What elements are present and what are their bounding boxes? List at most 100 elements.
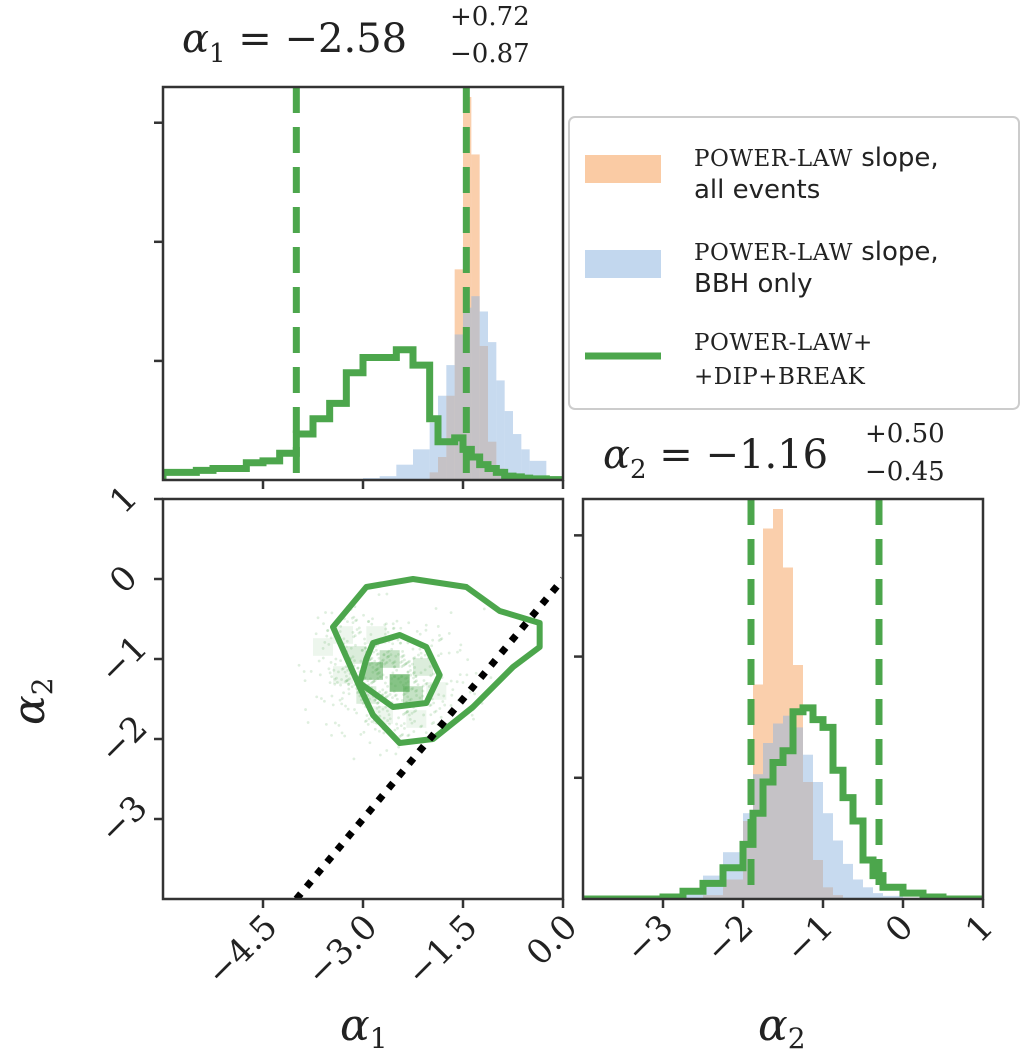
alpha2-xtick-label-2: −1: [778, 907, 842, 971]
joint-sample-point: [407, 621, 411, 625]
joint-sample-point: [409, 673, 413, 677]
joint-sample-point: [402, 653, 406, 657]
joint-sample-point: [340, 667, 344, 671]
joint-density-cell-4: [346, 646, 367, 664]
joint-sample-point: [387, 654, 391, 658]
joint-sample-point: [356, 666, 360, 670]
joint-sample-point: [418, 696, 422, 700]
joint-sample-point: [345, 674, 348, 678]
joint-sample-point: [372, 650, 376, 654]
joint-sample-point: [422, 713, 426, 717]
joint-sample-point: [403, 726, 406, 730]
joint-sample-point: [381, 707, 385, 711]
joint-sample-point: [482, 607, 486, 611]
joint-sample-point: [447, 632, 451, 635]
joint-sample-point: [333, 662, 337, 666]
joint-sample-point: [383, 662, 386, 666]
joint-sample-point: [391, 627, 395, 630]
joint-sample-point: [317, 659, 321, 663]
joint-density-cell-6: [413, 658, 433, 676]
joint-sample-point: [433, 710, 436, 714]
joint-sample-point: [439, 652, 443, 656]
joint-sample-point: [402, 693, 406, 697]
joint-sample-point: [366, 620, 370, 624]
joint-sample-point: [391, 642, 395, 646]
joint-sample-point: [382, 731, 386, 735]
joint-sample-point: [408, 698, 412, 702]
joint-contour-inner: [356, 632, 443, 710]
joint-sample-point: [465, 673, 469, 677]
alpha1-hist-bar-blue-26: [513, 434, 522, 480]
joint-sample-point: [411, 671, 415, 675]
joint-sample-point: [384, 627, 388, 631]
joint-sample-point: [428, 665, 432, 668]
joint-sample-point: [366, 679, 370, 683]
joint-sample-point: [420, 656, 423, 660]
legend-entry-2-line-1: POWER-LAW slope,: [694, 237, 939, 267]
joint-sample-point: [406, 660, 410, 664]
joint-sample-point: [401, 650, 404, 653]
joint-sample-point: [421, 689, 425, 693]
joint-sample-point: [410, 687, 414, 691]
alpha2-hist-bar-orange-11: [773, 509, 783, 899]
joint-sample-point: [392, 665, 396, 669]
joint-sample-point: [359, 659, 363, 663]
legend-entry-1-line-2: all events: [694, 175, 820, 205]
alpha2-hist-bar-blue-9: [753, 774, 763, 899]
joint-sample-point: [370, 622, 374, 626]
joint-sample-point: [421, 694, 425, 698]
joint-sample-point: [436, 625, 440, 628]
joint-sample-point: [406, 670, 410, 674]
joint-sample-point: [328, 681, 332, 685]
alpha1-hist-bar-blue-13: [379, 476, 397, 480]
joint-sample-point: [372, 679, 376, 683]
joint-sample-point: [373, 727, 377, 731]
joint-sample-point: [387, 649, 391, 653]
alpha1-hist-bar-blue-25: [504, 411, 513, 480]
joint-sample-point: [385, 592, 389, 596]
joint-sample-point: [424, 623, 428, 627]
joint-sample-point: [304, 708, 307, 711]
joint-sample-point: [367, 619, 371, 623]
joint-sample-point: [373, 659, 377, 663]
joint-sample-point: [400, 733, 403, 737]
joint-sample-point: [359, 698, 363, 702]
alpha1-hist-bar-blue-22: [479, 311, 488, 480]
joint-sample-point: [405, 710, 409, 714]
joint-sample-point: [356, 666, 360, 670]
joint-sample-point: [356, 691, 359, 695]
joint-sample-point: [420, 724, 424, 728]
joint-sample-point: [344, 680, 347, 684]
joint-sample-point: [359, 630, 362, 634]
joint-sample-point: [413, 719, 416, 723]
joint-sample-point: [339, 659, 342, 663]
alpha1-histogram-panel: [154, 85, 565, 489]
joint-sample-point: [344, 645, 348, 649]
joint-sample-point: [366, 722, 370, 726]
joint-sample-point: [437, 693, 441, 697]
alpha1-hist-bar-blue-21: [471, 296, 480, 480]
joint-sample-point: [413, 680, 417, 683]
joint-sample-point: [402, 722, 406, 725]
joint-sample-point: [432, 721, 436, 724]
alpha1-hist-bar-blue-16: [429, 422, 438, 480]
alpha2-hist-bar-blue-15: [813, 782, 823, 899]
joint-sample-point: [365, 719, 368, 723]
joint-sample-point: [376, 652, 380, 656]
joint-sample-point: [404, 711, 408, 714]
joint-sample-point: [339, 624, 343, 628]
svg-text:α2 = −1.16: α2 = −1.16: [603, 432, 828, 485]
joint-sample-point: [378, 753, 382, 757]
joint-sample-point: [468, 690, 472, 694]
alpha2-hist-bar-orange-10: [763, 528, 773, 899]
joint-sample-point: [400, 655, 404, 659]
joint-sample-point: [413, 656, 417, 660]
joint-sample-point: [412, 656, 416, 660]
joint-sample-point: [391, 696, 394, 700]
joint-sample-point: [392, 626, 396, 630]
joint-sample-point: [399, 641, 403, 645]
alpha2-hist-plot-area: [583, 499, 983, 899]
joint-sample-point: [363, 637, 366, 641]
joint-sample-point: [421, 684, 425, 688]
joint-sample-point: [344, 665, 348, 669]
